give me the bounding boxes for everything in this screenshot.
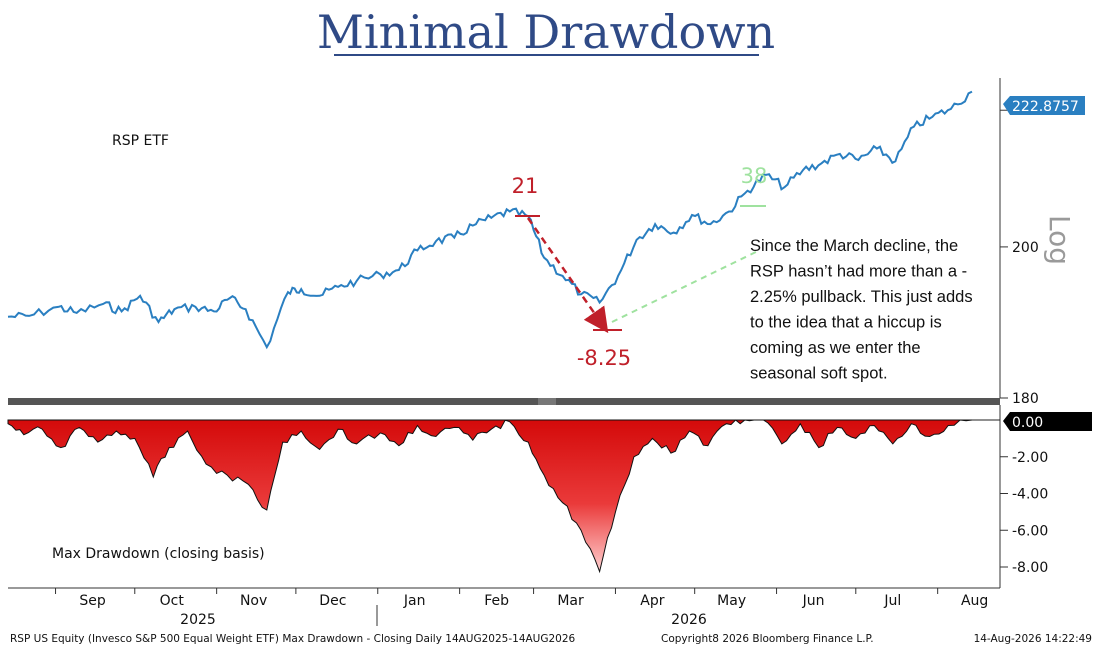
x-month-label: Sep <box>79 593 106 609</box>
annotation-note: Since the March decline, the RSP hasn’t h… <box>750 237 973 383</box>
lower-tick-label: -2.00 <box>1012 450 1048 466</box>
last-price-value: 222.8757 <box>1012 99 1079 115</box>
last-price-badge: 222.8757 <box>1003 96 1085 115</box>
zero-badge-value: 0.00 <box>1012 415 1043 431</box>
peak-label: 21 <box>512 174 539 198</box>
decline-arrow <box>526 217 609 334</box>
upper-tick-label: 200 <box>1012 240 1039 256</box>
drawdown-series-label: Max Drawdown (closing basis) <box>52 546 265 562</box>
x-month-label: Mar <box>557 593 584 609</box>
log-scale-label: Log <box>1043 215 1076 265</box>
x-month-label: Dec <box>319 593 346 609</box>
footer-copyright: Copyright8 2026 Bloomberg Finance L.P. <box>661 633 874 645</box>
rally-label: 38 <box>741 164 768 188</box>
drawdown-area <box>7 419 973 574</box>
x-month-label: Feb <box>484 593 509 609</box>
lower-y-ticks: -2.00 -4.00 -6.00 -8.00 <box>1000 450 1048 576</box>
price-line <box>7 90 973 350</box>
lower-tick-label: -6.00 <box>1012 523 1048 539</box>
year-label-2026: 2026 <box>671 612 707 628</box>
upper-y-ticks: 180200220 <box>1000 103 1039 407</box>
panel-divider-handle[interactable] <box>538 398 556 405</box>
price-series-label: RSP ETF <box>112 133 169 149</box>
footer-source: RSP US Equity (Invesco S&P 500 Equal Wei… <box>10 633 576 645</box>
x-month-label: Jan <box>403 593 426 609</box>
x-month-label: Aug <box>961 593 988 609</box>
x-month-label: Oct <box>160 593 185 609</box>
lower-tick-label: -4.00 <box>1012 487 1048 503</box>
x-axis-months: Sep Oct Nov Dec Jan Feb Mar Apr May Jun Jul Aug <box>55 588 988 609</box>
year-label-2025: 2025 <box>180 612 216 628</box>
panel-divider <box>8 398 1000 405</box>
chart-title: Minimal Drawdown <box>317 5 775 59</box>
trough-label: -8.25 <box>577 346 631 370</box>
lower-tick-label: -8.00 <box>1012 560 1048 576</box>
x-month-label: Apr <box>640 593 664 609</box>
x-month-label: Jun <box>802 593 825 609</box>
upper-tick-label: 180 <box>1012 391 1039 407</box>
x-month-label: Jul <box>883 593 901 609</box>
x-month-label: May <box>717 593 746 609</box>
footer-timestamp: 14-Aug-2026 14:22:49 <box>974 633 1092 645</box>
annotations: 21 -8.25 38 Since the March decline, the… <box>512 164 973 383</box>
zero-badge: 0.00 <box>1003 412 1092 431</box>
rally-line <box>611 249 761 323</box>
x-month-label: Nov <box>240 593 267 609</box>
